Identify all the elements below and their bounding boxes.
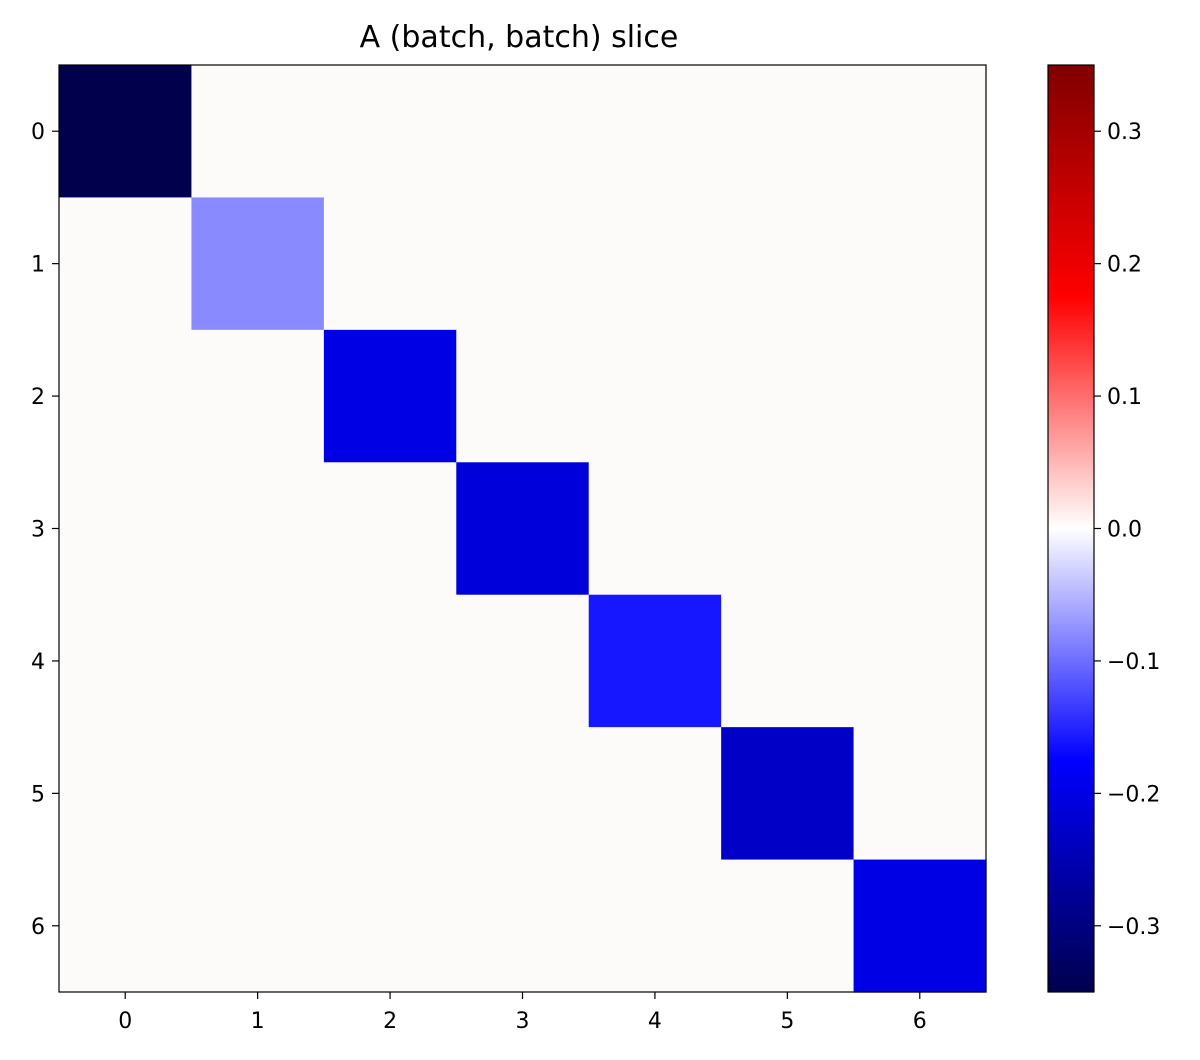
heatmap-cell-1-3 <box>456 197 590 331</box>
heatmap-cell-1-2 <box>323 197 457 331</box>
colorbar-tick-label-5: −0.2 <box>1107 782 1160 807</box>
heatmap-cell-3-3 <box>456 462 590 596</box>
y-tick-label-4: 4 <box>31 650 45 675</box>
x-tick-label-2: 2 <box>383 1009 397 1034</box>
heatmap-cell-6-3 <box>456 859 590 993</box>
heatmap-cell-2-0 <box>59 329 193 463</box>
y-tick-label-3: 3 <box>31 518 45 543</box>
heatmap-cell-2-1 <box>191 329 325 463</box>
heatmap-cell-4-3 <box>456 594 590 728</box>
heatmap-cell-4-5 <box>721 594 855 728</box>
colorbar-tick-label-4: −0.1 <box>1107 650 1160 675</box>
heatmap-cell-2-6 <box>853 329 987 463</box>
heatmap-cell-1-1 <box>191 197 325 331</box>
heatmap-cell-0-2 <box>323 65 457 199</box>
colorbar-tick-label-1: 0.2 <box>1107 253 1142 278</box>
x-tick-label-1: 1 <box>251 1009 265 1034</box>
heatmap-cell-5-3 <box>456 727 590 861</box>
heatmap-cell-6-1 <box>191 859 325 993</box>
x-tick-label-6: 6 <box>913 1009 927 1034</box>
chart-title: A (batch, batch) slice <box>360 20 679 55</box>
heatmap-cell-2-5 <box>721 329 855 463</box>
heatmap-cell-2-4 <box>588 329 722 463</box>
heatmap-cell-1-0 <box>59 197 193 331</box>
x-tick-label-5: 5 <box>780 1009 794 1034</box>
heatmap-cell-3-0 <box>59 462 193 596</box>
heatmap-cell-6-0 <box>59 859 193 993</box>
heatmap-cell-6-5 <box>721 859 855 993</box>
heatmap-cell-4-6 <box>853 594 987 728</box>
heatmap-cell-0-0 <box>59 65 193 199</box>
heatmap-cell-2-2 <box>323 329 457 463</box>
y-tick-label-6: 6 <box>31 915 45 940</box>
heatmap-cell-0-6 <box>853 65 987 199</box>
x-tick-label-3: 3 <box>516 1009 530 1034</box>
colorbar-tick-label-2: 0.1 <box>1107 385 1142 410</box>
y-tick-label-2: 2 <box>31 385 45 410</box>
heatmap-cell-6-4 <box>588 859 722 993</box>
heatmap-cell-2-3 <box>456 329 590 463</box>
heatmap-cell-1-6 <box>853 197 987 331</box>
heatmap-cell-0-1 <box>191 65 325 199</box>
heatmap-cell-0-3 <box>456 65 590 199</box>
heatmap-cell-4-2 <box>323 594 457 728</box>
x-tick-label-0: 0 <box>118 1009 132 1034</box>
heatmap-cell-3-6 <box>853 462 987 596</box>
y-axis: 0 1 2 3 4 5 6 <box>31 120 59 940</box>
colorbar-tick-label-6: −0.3 <box>1107 915 1160 940</box>
heatmap-cell-6-2 <box>323 859 457 993</box>
heatmap-cell-5-2 <box>323 727 457 861</box>
heatmap-cell-6-6 <box>853 859 987 993</box>
heatmap-cell-5-4 <box>588 727 722 861</box>
plot-area <box>58 64 987 993</box>
heatmap-cell-5-0 <box>59 727 193 861</box>
colorbar-tick-label-3: 0.0 <box>1107 518 1142 543</box>
heatmap-cell-5-1 <box>191 727 325 861</box>
colorbar-tick-label-0: 0.3 <box>1107 120 1142 145</box>
colorbar-gradient <box>1047 64 1095 993</box>
x-axis: 0 1 2 3 4 5 6 <box>118 992 927 1034</box>
heatmap-cell-3-2 <box>323 462 457 596</box>
heatmap-cell-4-0 <box>59 594 193 728</box>
heatmap-cell-5-6 <box>853 727 987 861</box>
y-tick-label-0: 0 <box>31 120 45 145</box>
heatmap-cell-4-1 <box>191 594 325 728</box>
heatmap-cell-3-4 <box>588 462 722 596</box>
colorbar: 0.3 0.2 0.1 0.0 −0.1 −0.2 −0.3 <box>1047 64 1160 993</box>
heatmap-cell-1-4 <box>588 197 722 331</box>
y-tick-label-5: 5 <box>31 782 45 807</box>
heatmap-cell-5-5 <box>721 727 855 861</box>
heatmap-cell-0-4 <box>588 65 722 199</box>
heatmap-cell-0-5 <box>721 65 855 199</box>
heatmap-cell-3-5 <box>721 462 855 596</box>
x-tick-label-4: 4 <box>648 1009 662 1034</box>
heatmap-cell-4-4 <box>588 594 722 728</box>
y-tick-label-1: 1 <box>31 253 45 278</box>
heatmap-cell-1-5 <box>721 197 855 331</box>
heatmap-cell-3-1 <box>191 462 325 596</box>
